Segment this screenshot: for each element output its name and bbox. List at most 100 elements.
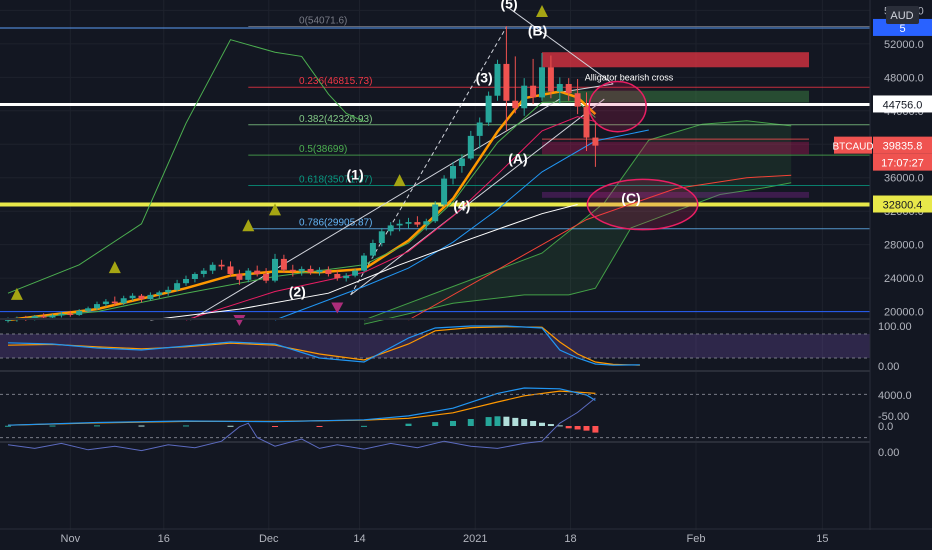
candle-body — [450, 166, 456, 179]
price-tag-bg — [873, 153, 932, 171]
candle-body — [49, 315, 56, 318]
time-tick-label: Feb — [686, 533, 705, 545]
candle-body — [369, 243, 376, 256]
trend-lines — [190, 5, 614, 321]
candle-body — [120, 298, 127, 304]
trend-line — [506, 5, 614, 85]
triangle-up-marker — [536, 5, 548, 18]
macd-tick-label: 4000.0 — [878, 390, 912, 402]
macd-histogram-bar — [539, 422, 545, 426]
cloud-upper-line — [363, 120, 792, 321]
candle-body — [183, 278, 189, 284]
candle-body — [102, 301, 109, 305]
macd-histogram-bar — [432, 422, 439, 426]
stoch-band — [0, 334, 870, 358]
stoch-k-line — [7, 325, 640, 366]
candle-body — [31, 316, 38, 320]
trend-line — [350, 26, 507, 296]
oscillator-pane: 0.00 -50.00 — [0, 393, 909, 459]
candle-body — [503, 63, 510, 101]
price-tag-bg — [873, 136, 932, 154]
price-tag-label: 17:07:27 — [881, 158, 924, 170]
triangle-up-marker — [10, 287, 23, 300]
candle-body — [227, 266, 234, 274]
elliott-wave-label: (B) — [528, 22, 547, 38]
macd-histogram-bar — [574, 426, 581, 430]
price-tick-label: 52000.0 — [884, 39, 924, 51]
signal-markers — [10, 5, 548, 326]
candle-body — [245, 270, 252, 280]
candle-body — [467, 135, 474, 159]
ellipse-annotations — [586, 80, 699, 231]
triangle-up-marker — [393, 174, 406, 187]
candle-body — [40, 316, 47, 318]
candle-body — [361, 255, 367, 271]
candle-body — [94, 304, 100, 309]
candle-body — [432, 204, 439, 222]
candle-body — [378, 231, 385, 244]
candle-body — [423, 221, 430, 225]
macd-line — [7, 387, 596, 426]
macd-tick-label: 0.0 — [878, 421, 893, 433]
osc-line — [7, 397, 596, 452]
fib-level-label: 0.618(35071.07) — [299, 175, 372, 186]
currency-label: AUD — [890, 10, 913, 22]
candle-body — [236, 273, 243, 280]
zone-rect — [542, 52, 809, 68]
cloud-fill — [364, 120, 792, 325]
moving-average-line — [408, 174, 792, 321]
candle-body — [334, 273, 341, 279]
fib-level-label: 0.5(38699) — [299, 144, 347, 155]
ellipse-marker — [586, 178, 699, 231]
currency-badge[interactable] — [886, 6, 919, 24]
candle-body — [138, 295, 145, 300]
candle-body — [405, 222, 412, 224]
candle-body — [58, 313, 65, 316]
candle-body — [343, 275, 350, 279]
macd-histogram-bar — [547, 424, 554, 426]
text-annotations: Alligator bearish cross — [585, 73, 674, 83]
time-tick-label: Dec — [259, 533, 279, 545]
cloud-lower-line — [363, 182, 792, 325]
ellipse-marker — [588, 80, 647, 133]
candle-body — [289, 269, 296, 272]
candle-body — [156, 292, 163, 295]
candle-body — [280, 258, 287, 270]
macd-pane: 4000.0 0.0 — [0, 370, 912, 433]
macd-histogram-bar — [183, 425, 189, 427]
macd-histogram-bar — [494, 416, 501, 426]
macd-histogram-bar — [94, 425, 100, 427]
macd-histogram-bar — [565, 426, 572, 429]
candle-body — [494, 63, 501, 96]
macd-histogram-bar — [485, 417, 492, 426]
candle-body — [111, 301, 118, 304]
time-axis[interactable]: Nov 16 Dec 14 2021 18 Feb 15 — [0, 528, 932, 545]
macd-histogram-bar — [450, 420, 456, 426]
macd-histogram-bar — [467, 419, 474, 426]
candle-body — [67, 313, 74, 315]
stoch-tick-label: 100.00 — [878, 321, 912, 333]
highlight-zones — [542, 52, 809, 198]
candle-body — [272, 258, 278, 281]
macd-histogram-bar — [5, 425, 11, 427]
candle-body — [325, 269, 332, 274]
candle-body — [352, 270, 359, 276]
candle-body — [200, 270, 207, 274]
fib-level-label: 0.786(29905.87) — [299, 218, 372, 229]
candle-body — [583, 106, 590, 138]
macd-histogram-bar — [405, 423, 412, 426]
price-tick-label: 36000.0 — [884, 173, 924, 185]
price-tag-bg — [834, 136, 872, 154]
candle-body — [547, 67, 554, 92]
stoch-rsi-pane: 100.00 0.00 — [0, 318, 912, 373]
candle-body — [521, 85, 528, 109]
triangle-up-marker — [269, 203, 281, 216]
ichimoku-cloud — [363, 120, 792, 325]
elliott-wave-label: (2) — [289, 284, 306, 300]
macd-histogram-bar — [272, 426, 278, 427]
price-tag-bg — [873, 195, 932, 213]
elliott-wave-label: (1) — [347, 166, 364, 182]
triangle-down-marker — [233, 315, 246, 326]
candle-body — [458, 158, 465, 167]
